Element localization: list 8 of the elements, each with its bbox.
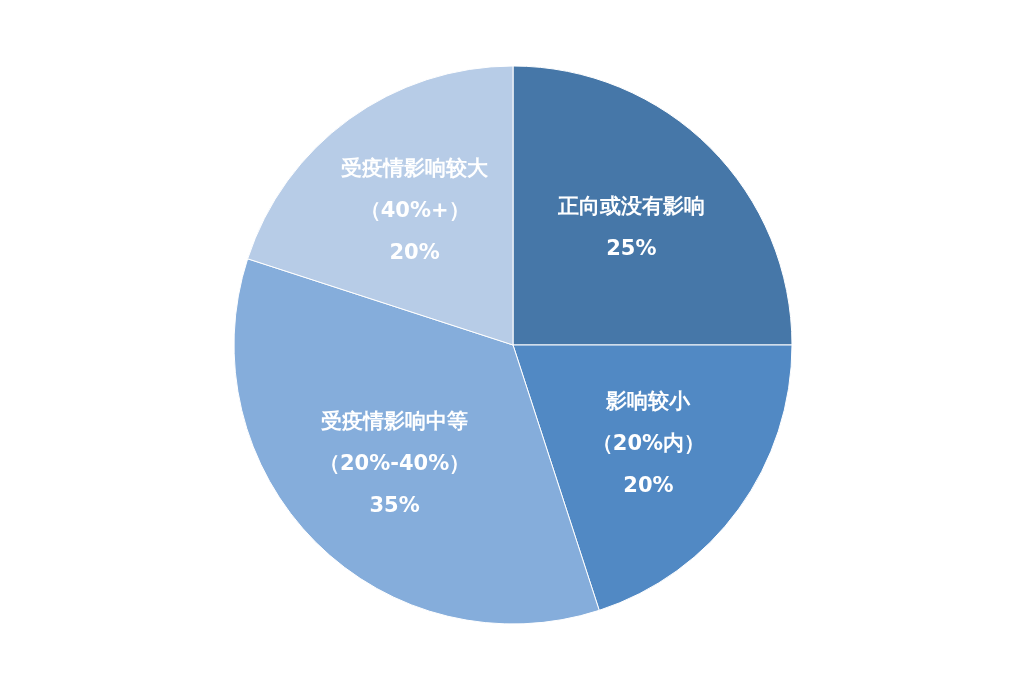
data-label: 20% [389,239,440,264]
slice-label: 正向或没有影响 [556,193,705,218]
data-label: 35% [369,493,420,518]
slice-label: 影响较小（20%内） [591,389,706,456]
data-label: 25% [606,235,657,260]
slice-label: 受疫情影响中等（20%-40%） [319,409,471,476]
slice-label: 受疫情影响较大（40%+） [341,155,490,222]
data-label: 20% [623,473,674,498]
